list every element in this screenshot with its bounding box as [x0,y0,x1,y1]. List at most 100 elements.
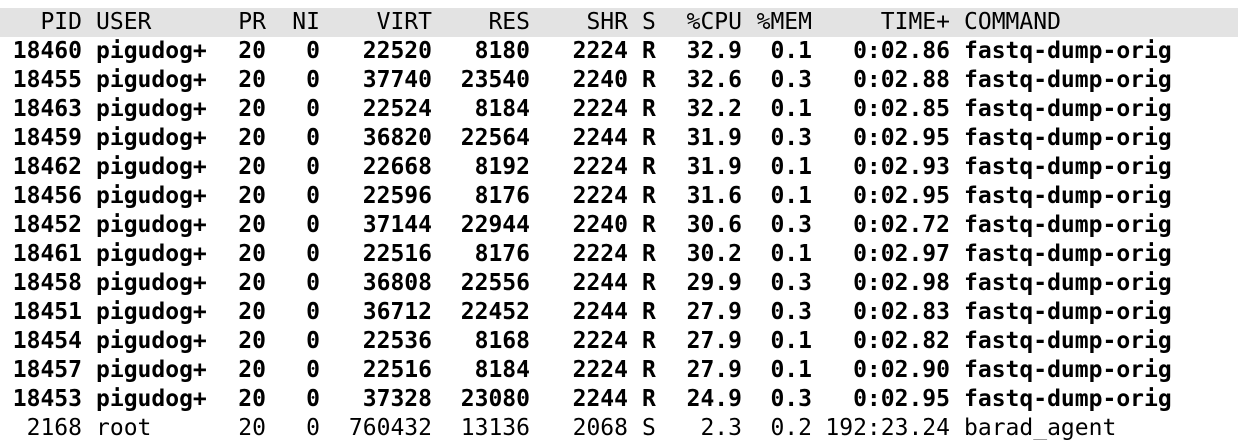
nice-cell: 0 [306,67,320,93]
header-pr: PR [238,9,266,35]
mem-cell: 0.1 [770,357,812,383]
command-cell: fastq-dump-orig [964,154,1172,180]
command-cell: fastq-dump-orig [964,96,1172,122]
pid-cell: 18463 [12,96,82,122]
nice-cell: 0 [306,299,320,325]
user-cell: pigudog+ [96,183,207,209]
state-cell: R [642,212,656,238]
state-cell: R [642,125,656,151]
command-cell: fastq-dump-orig [964,67,1172,93]
priority-cell: 20 [238,415,266,440]
process-row: 18458 pigudog+ 20 0 36808 22556 2244 R 29.9 0.3 0:… [0,269,1238,298]
time-cell: 0:02.97 [853,241,950,267]
state-cell: R [642,299,656,325]
res-cell: 8184 [474,96,530,122]
mem-cell: 0.3 [770,386,812,412]
time-cell: 0:02.98 [853,270,950,296]
header-command: COMMAND [964,9,1061,35]
mem-cell: 0.3 [770,270,812,296]
nice-cell: 0 [306,386,320,412]
user-cell: pigudog+ [96,328,207,354]
process-row: 18455 pigudog+ 20 0 37740 23540 2240 R 32.6 0.3 0:… [0,66,1238,95]
header-virt: VIRT [376,9,432,35]
nice-cell: 0 [306,38,320,64]
res-cell: 22564 [460,125,530,151]
user-cell: pigudog+ [96,212,207,238]
command-cell: fastq-dump-orig [964,270,1172,296]
cpu-cell: 31.9 [686,125,742,151]
shr-cell: 2244 [572,386,628,412]
process-row: 18453 pigudog+ 20 0 37328 23080 2244 R 24.9 0.3 0:… [0,385,1238,414]
time-cell: 0:02.95 [853,125,950,151]
state-cell: R [642,386,656,412]
shr-cell: 2244 [572,125,628,151]
res-cell: 8180 [474,38,530,64]
process-row: 18457 pigudog+ 20 0 22516 8184 2224 R 27.9 0.1 0:0… [0,356,1238,385]
virt-cell: 36808 [362,270,432,296]
nice-cell: 0 [306,241,320,267]
priority-cell: 20 [238,183,266,209]
command-cell: fastq-dump-orig [964,386,1172,412]
cpu-cell: 32.2 [686,96,742,122]
nice-cell: 0 [306,357,320,383]
pid-cell: 18453 [12,386,82,412]
cpu-cell: 29.9 [686,270,742,296]
virt-cell: 36712 [362,299,432,325]
priority-cell: 20 [238,212,266,238]
shr-cell: 2224 [572,38,628,64]
priority-cell: 20 [238,38,266,64]
cpu-cell: 32.9 [686,38,742,64]
shr-cell: 2068 [572,415,628,440]
command-cell: fastq-dump-orig [964,183,1172,209]
time-cell: 0:02.90 [853,357,950,383]
user-cell: pigudog+ [96,38,207,64]
shr-cell: 2224 [572,96,628,122]
user-cell: pigudog+ [96,241,207,267]
shr-cell: 2244 [572,299,628,325]
res-cell: 22556 [460,270,530,296]
pid-cell: 18457 [12,357,82,383]
user-cell: pigudog+ [96,299,207,325]
state-cell: R [642,270,656,296]
virt-cell: 22524 [362,96,432,122]
header-state: S [642,9,656,35]
cpu-cell: 27.9 [686,328,742,354]
shr-cell: 2224 [572,154,628,180]
shr-cell: 2240 [572,67,628,93]
res-cell: 22452 [460,299,530,325]
time-cell: 0:02.83 [853,299,950,325]
process-row: 2168 root 20 0 760432 13136 2068 S 2.3 0.2 192:23.… [0,414,1238,440]
virt-cell: 22596 [362,183,432,209]
virt-cell: 37144 [362,212,432,238]
pid-cell: 18452 [12,212,82,238]
command-cell: fastq-dump-orig [964,357,1172,383]
state-cell: R [642,328,656,354]
pid-cell: 18460 [12,38,82,64]
priority-cell: 20 [238,96,266,122]
priority-cell: 20 [238,125,266,151]
process-row: 18452 pigudog+ 20 0 37144 22944 2240 R 30.6 0.3 0:… [0,211,1238,240]
shr-cell: 2240 [572,212,628,238]
time-cell: 0:02.85 [853,96,950,122]
header-shr: SHR [586,9,628,35]
nice-cell: 0 [306,212,320,238]
priority-cell: 20 [238,386,266,412]
res-cell: 23540 [460,67,530,93]
header-pid: PID [40,9,82,35]
cpu-cell: 31.6 [686,183,742,209]
process-row: 18451 pigudog+ 20 0 36712 22452 2244 R 27.9 0.3 0:… [0,298,1238,327]
cpu-cell: 27.9 [686,357,742,383]
pid-cell: 18451 [12,299,82,325]
user-cell: root [96,415,152,440]
pid-cell: 18456 [12,183,82,209]
pid-cell: 2168 [26,415,82,440]
nice-cell: 0 [306,125,320,151]
cpu-cell: 30.2 [686,241,742,267]
virt-cell: 22668 [362,154,432,180]
command-cell: fastq-dump-orig [964,125,1172,151]
res-cell: 8168 [474,328,530,354]
user-cell: pigudog+ [96,125,207,151]
pid-cell: 18461 [12,241,82,267]
nice-cell: 0 [306,96,320,122]
